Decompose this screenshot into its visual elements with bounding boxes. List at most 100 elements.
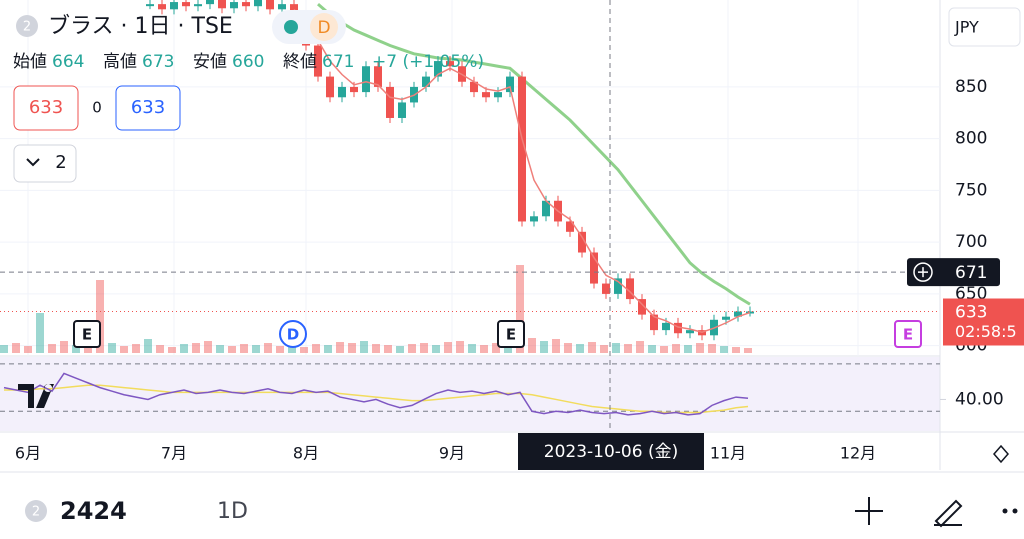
candle — [542, 200, 550, 217]
volume-bar — [564, 343, 572, 353]
footer: 2 2424 1D — [25, 444, 1018, 528]
add-alert-icon[interactable] — [913, 262, 933, 282]
candle — [494, 92, 502, 98]
ohlc-label: 高値 — [103, 52, 137, 72]
candle — [686, 330, 694, 334]
header: 2 ブラス · 1日 · TSE D 始値 664 高値 673 安値 660 … — [13, 7, 1021, 183]
add-icon[interactable] — [855, 497, 883, 525]
candle — [614, 278, 622, 294]
candle — [278, 4, 286, 10]
candle — [590, 252, 598, 284]
sell-price: 633 — [29, 97, 63, 118]
volume-bar — [36, 313, 44, 353]
event-marker[interactable] — [73, 320, 101, 348]
market-dot — [284, 20, 298, 34]
interval[interactable]: 1D — [217, 499, 248, 524]
x-tick-label: 12月 — [840, 444, 876, 463]
volume-bar — [696, 343, 704, 353]
volume-bar — [492, 343, 500, 353]
candle — [434, 61, 442, 77]
buy-button[interactable] — [115, 85, 181, 131]
volume-bar — [744, 348, 752, 353]
ohlc-value: 671 — [322, 52, 354, 72]
volume-bar — [408, 344, 416, 353]
event-label: D — [287, 326, 299, 344]
volume-bar — [156, 345, 164, 353]
crosshair-price-badge — [907, 258, 1000, 287]
volume-bar — [324, 345, 332, 353]
rsi-pane — [0, 357, 940, 431]
last-price-badge — [943, 298, 1024, 346]
volume-bar — [444, 342, 452, 353]
volume-bar — [0, 345, 8, 353]
countdown: 02:58:5 — [955, 322, 1017, 341]
volume-bar — [372, 344, 380, 353]
candle — [266, 0, 274, 10]
x-tick-label: 6月 — [15, 444, 41, 463]
candle — [242, 2, 250, 7]
sell-button[interactable] — [13, 85, 79, 131]
candle — [158, 4, 166, 10]
candle — [374, 66, 382, 87]
crosshair-date: 2023-10-06 (金) — [544, 442, 678, 462]
candle — [146, 4, 154, 7]
crosshair-price: 671 — [955, 263, 987, 283]
ohlc-label: 始値 — [13, 52, 47, 72]
event-marker[interactable] — [497, 320, 525, 348]
ohlc-value: 673 — [142, 52, 174, 72]
currency-box[interactable] — [948, 7, 1021, 47]
volume-bar — [168, 347, 176, 353]
y-tick-label: 700 — [955, 232, 987, 252]
volume-bar — [312, 344, 320, 353]
candle — [254, 0, 262, 7]
candle — [626, 278, 634, 300]
symbol[interactable]: ブラス · 1日 · TSE — [48, 14, 233, 39]
volume-bar — [648, 345, 656, 353]
event-label: E — [903, 326, 913, 344]
event-marker[interactable] — [279, 320, 307, 348]
more-icon[interactable] — [1012, 508, 1018, 514]
badge — [25, 500, 47, 522]
candle — [662, 322, 670, 331]
volume-bar — [684, 345, 692, 353]
event-marker[interactable] — [894, 320, 922, 348]
volume-bar — [672, 344, 680, 353]
candle — [722, 316, 730, 320]
rsi-ma — [4, 384, 749, 414]
volume-bar — [636, 341, 644, 353]
crosshair-date-badge — [518, 433, 704, 470]
volume-bar — [48, 344, 56, 353]
dividend-circle — [310, 13, 338, 41]
x-tick-label: 11月 — [710, 444, 746, 463]
ohlc-label: 安値 — [193, 52, 227, 72]
volume-bar — [60, 341, 68, 353]
volume-bar — [516, 265, 524, 353]
candle — [206, 0, 214, 5]
candle — [326, 76, 334, 98]
candle — [338, 86, 346, 98]
volume-bar — [612, 343, 620, 353]
volume-bar — [732, 347, 740, 353]
settings-icon[interactable] — [993, 444, 1009, 464]
last-price: 633 — [955, 303, 987, 323]
event-label: E — [82, 326, 92, 344]
dividend: D — [317, 18, 330, 38]
candle — [362, 66, 370, 93]
volume-bar — [144, 339, 152, 353]
draw-icon[interactable] — [934, 499, 963, 528]
volume-bar — [552, 339, 560, 353]
candle — [530, 216, 538, 222]
volume-bar — [96, 280, 104, 353]
more-icon[interactable] — [1002, 508, 1008, 514]
candle — [398, 102, 406, 118]
volume-bar — [420, 343, 428, 353]
volume-bar — [396, 346, 404, 353]
candle — [566, 221, 574, 232]
volume-bar — [468, 344, 476, 353]
volume-bar — [624, 344, 632, 353]
volume-bar — [336, 342, 344, 353]
indicator-toggle[interactable] — [13, 144, 77, 183]
badge-text: 2 — [32, 505, 40, 520]
volume-bar — [240, 344, 248, 353]
rsi-line — [3, 372, 749, 416]
